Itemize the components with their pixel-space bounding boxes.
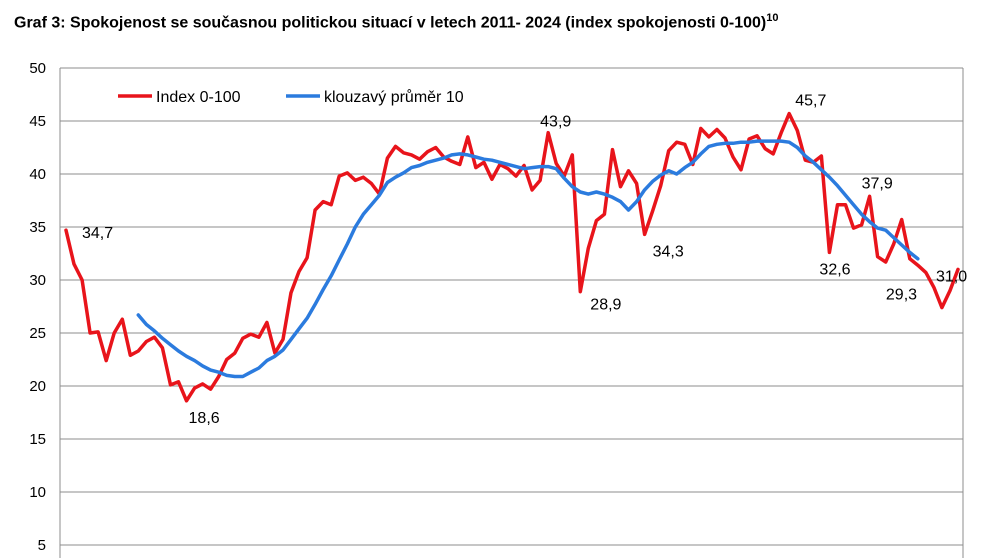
data-label-37-9: 37,9 [862,175,893,192]
data-label-31-0: 31,0 [936,268,967,285]
y-tick-label-40: 40 [29,166,46,183]
y-tick-label-5: 5 [38,537,46,554]
legend-item-index: Index 0-100 [118,89,241,106]
data-label-43-9: 43,9 [540,114,571,131]
y-tick-label-25: 25 [29,325,46,342]
y-axis-tick-labels: 5 10 15 20 25 30 35 40 45 50 [29,60,46,554]
data-label-28-9: 28,9 [590,297,621,314]
y-tick-label-50: 50 [29,60,46,77]
data-label-29-3: 29,3 [886,286,917,303]
legend-item-moving-average: klouzavý průměr 10 [286,88,464,106]
data-label-34-3: 34,3 [653,243,684,260]
data-label-45-7: 45,7 [795,93,826,110]
y-tick-label-15: 15 [29,431,46,448]
series-line-moving-average [136,139,920,379]
legend-label: Index 0-100 [156,89,241,106]
y-tick-label-10: 10 [29,484,46,501]
y-tick-label-20: 20 [29,378,46,395]
legend: Index 0-100 klouzavý průměr 10 [118,88,464,106]
y-tick-label-30: 30 [29,272,46,289]
chart-title-text: Graf 3: Spokojenost se současnou politic… [14,14,767,32]
grid-lines [59,67,964,558]
data-label-18-6: 18,6 [189,410,220,427]
data-labels: 34,7 18,6 43,9 28,9 34,3 45,7 32,6 37,9 29,3 31,0 [82,93,967,427]
series-line-index [64,111,960,403]
legend-label: klouzavý průměr 10 [324,88,464,106]
y-tick-label-35: 35 [29,219,46,236]
data-label-34-7: 34,7 [82,225,113,242]
series-lines [64,111,960,403]
data-label-32-6: 32,6 [819,261,850,278]
title-footnote: 10 [766,12,779,24]
y-tick-label-45: 45 [29,113,46,130]
chart-title: Graf 3: Spokojenost se současnou politic… [14,12,779,32]
